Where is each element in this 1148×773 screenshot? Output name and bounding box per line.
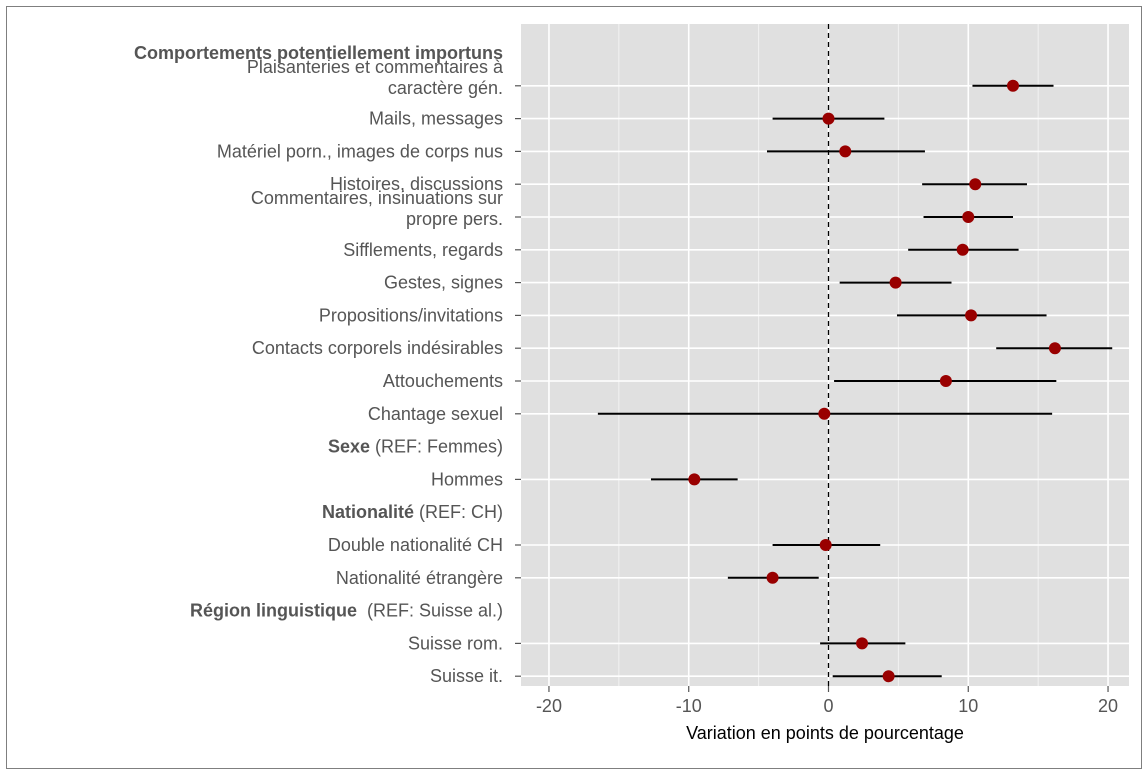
y-tick-label: Commentaires, insinuations sur (251, 188, 503, 208)
y-tick-label: Matériel porn., images de corps nus (217, 141, 503, 161)
x-tick-label: 0 (823, 696, 833, 716)
point-estimate (688, 473, 701, 486)
y-tick-label: Propositions/invitations (319, 305, 503, 325)
y-tick-label: Gestes, signes (384, 273, 503, 293)
plot-panel (521, 24, 1129, 686)
point-estimate (962, 211, 975, 223)
row-group-header: Région linguistique (REF: Suisse al.) (190, 601, 503, 621)
point-estimate (965, 309, 978, 322)
group-reference: (REF: CH) (414, 502, 503, 522)
row-group-header: Sexe (REF: Femmes) (328, 437, 503, 457)
point-estimate (856, 637, 869, 650)
point-estimate (839, 145, 852, 158)
group-title: Nationalité (322, 502, 414, 522)
y-tick-label: Sifflements, regards (343, 240, 503, 260)
group-title: Comportements potentiellement importuns (134, 43, 503, 63)
x-axis-title: Variation en points de pourcentage (686, 723, 964, 743)
group-reference: (REF: Femmes) (370, 437, 503, 457)
point-estimate (882, 670, 895, 683)
data-marks (597, 24, 1113, 686)
x-tick-label: -10 (676, 696, 702, 716)
point-estimate (939, 375, 952, 387)
y-tick-label: propre pers. (406, 209, 503, 229)
y-tick-label: Chantage sexuel (368, 404, 503, 424)
point-estimate (822, 112, 835, 125)
group-reference: (REF: Suisse al.) (357, 601, 503, 621)
point-estimate (766, 571, 779, 584)
point-estimate (819, 539, 832, 551)
y-tick-label: Hommes (431, 469, 503, 489)
y-tick-label: Mails, messages (369, 109, 503, 129)
y-tick-label: Double nationalité CH (328, 535, 503, 555)
point-estimate (956, 243, 969, 256)
y-tick-label: Nationalité étrangère (336, 568, 503, 588)
point-estimate (889, 276, 902, 289)
x-tick-label: -20 (536, 696, 562, 716)
row-group-header: Comportements potentiellement importuns (134, 43, 503, 63)
y-tick-label: Suisse rom. (408, 633, 503, 653)
row-labels: Comportements potentiellement importunsP… (134, 43, 504, 686)
point-estimate (818, 407, 831, 420)
y-tick-label: Plaisanteries et commentaires à (247, 57, 504, 77)
group-title: Région linguistique (190, 601, 357, 621)
y-tick-label: caractère gén. (388, 78, 503, 98)
point-estimate (1006, 79, 1019, 92)
y-tick-label: Contacts corporels indésirables (252, 338, 503, 358)
x-axis: -20 -10 0 10 20 (515, 85, 1118, 716)
x-tick-label: 20 (1098, 696, 1118, 716)
group-title: Sexe (328, 437, 370, 457)
row-group-header: Nationalité (REF: CH) (322, 502, 503, 522)
y-tick-label: Histoires, discussions (330, 174, 503, 194)
y-tick-label: Attouchements (383, 371, 503, 391)
point-estimate (969, 178, 982, 191)
y-tick-label: Suisse it. (430, 666, 503, 686)
point-estimate (1048, 342, 1061, 355)
x-tick-label: 10 (958, 696, 978, 716)
